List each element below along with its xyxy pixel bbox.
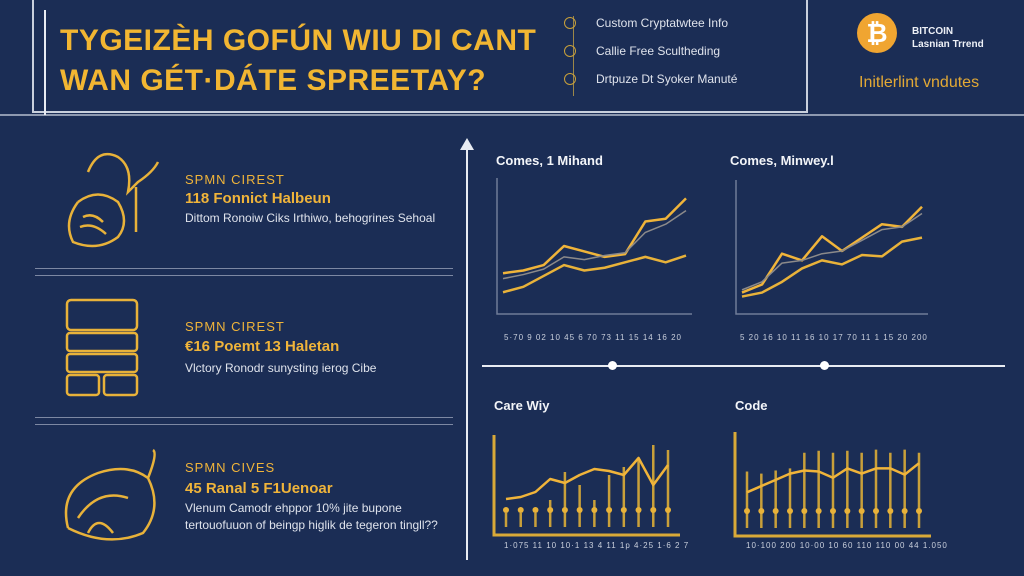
item-heading: SPMN CIREST [185,172,285,187]
bar-dot [758,508,765,514]
bar-dot [517,507,524,513]
bar-dot [576,507,583,513]
item-description: Vlenum Camodr ehppor 10% jite bupone ter… [185,501,438,532]
bitcoin-logo-icon: ₿ [857,13,897,53]
item-description: Dittom Ronoiw Ciks Irthiwo, behogrines S… [185,211,436,225]
section-divider [35,268,453,276]
bar-chart-1 [492,435,680,537]
bar-dot [620,507,627,513]
series-line [502,210,687,280]
bar-dot [606,507,613,513]
bar-dot [801,508,808,514]
bar-dot [815,508,822,514]
hand-icon [67,152,160,248]
bar-dot [744,508,750,514]
bar-dot [591,507,598,513]
bar-dot [901,508,908,514]
bar-dot [547,507,554,513]
logo-text-1: BITCOIN [912,26,954,37]
bar-dot [665,507,671,513]
bar-dot [650,507,657,513]
header-subtitle: Initlerlint vndutes [859,74,980,91]
chart-title: Care Wiy [494,398,550,413]
header-accent-line [44,10,46,115]
arrow-up-icon [460,138,474,150]
bullet-icon [564,17,576,29]
chart-axis [496,178,692,315]
bar-dot [787,508,793,514]
section-divider [35,417,453,425]
series-line [741,212,923,291]
x-tick-labels: 5·70 9 02 10 45 6 70 73 11 15 14 16 20 [504,333,682,342]
fish-icon [64,448,156,541]
chart-axis [733,432,931,538]
horizontal-divider-line [482,365,1005,367]
item-subheading: 45 Ranal 5 F1Uenoar [185,480,333,497]
item-subheading: €16 Poemt 13 Haletan [185,338,340,355]
bar-dot [830,508,836,514]
chart-title: Comes, 1 Mihand [496,153,603,168]
chart-title: Code [735,398,768,413]
timeline-dot [608,361,617,370]
series-line [741,205,923,294]
series-line [502,254,687,294]
page-title-line-2: WAN GÉT·DÁTE SPREETAY? [60,64,487,97]
bullet-icon [564,45,576,57]
series-line [502,197,687,275]
line-chart-2 [735,180,928,315]
logo-text-2: Lasnian Trrend [912,39,984,50]
x-tick-labels: 5 20 16 10 11 16 10 17 70 11 1 15 20 200 [740,333,928,342]
header-list-item: Drtpuze Dt Syoker Manuté [596,72,738,86]
item-heading: SPMN CIVES [185,460,276,475]
bar-dot [873,508,879,514]
bar-dot [532,507,539,513]
boxes-icon [65,298,139,397]
trend-line [505,456,670,501]
bar-dot [635,507,642,513]
series-line [741,236,923,298]
bar-dot [844,508,851,514]
item-heading: SPMN CIREST [185,319,285,334]
line-chart-1 [496,178,692,315]
x-tick-labels: 1·075 11 10 10·1 13 4 11 1p 4·25 1·6 2 7 [504,541,690,550]
page-title-line-1: TYGEIZÈH GOFÚN WIU DI CANT [60,24,537,57]
header-list-stem [573,16,574,96]
item-description: Vlctory Ronodr sunysting ierog Cibe [185,361,377,375]
bar-dot [916,508,922,514]
bar-dot [561,507,568,513]
chart-title: Comes, Minwey.l [730,153,834,168]
bar-dot [503,507,509,513]
x-tick-labels: 10·100 200 10·00 10 60 110 110 00 44 1.0… [746,541,948,550]
header-box [32,0,808,113]
chart-axis [492,435,680,537]
chart-axis [735,180,928,315]
bar-dot [887,508,894,514]
header-list-item: Callie Free Scultheding [596,44,721,58]
trend-line [746,462,920,494]
bullet-icon [564,73,576,85]
vertical-axis-line [466,148,468,560]
item-subheading: 118 Fonnict Halbeun [185,190,331,207]
timeline-dot [820,361,829,370]
header-list-item: Custom Cryptatwtee Info [596,16,729,30]
bar-dot [858,508,865,514]
bar-dot [772,508,779,514]
header-divider [0,114,1024,116]
bar-chart-2 [733,432,931,538]
